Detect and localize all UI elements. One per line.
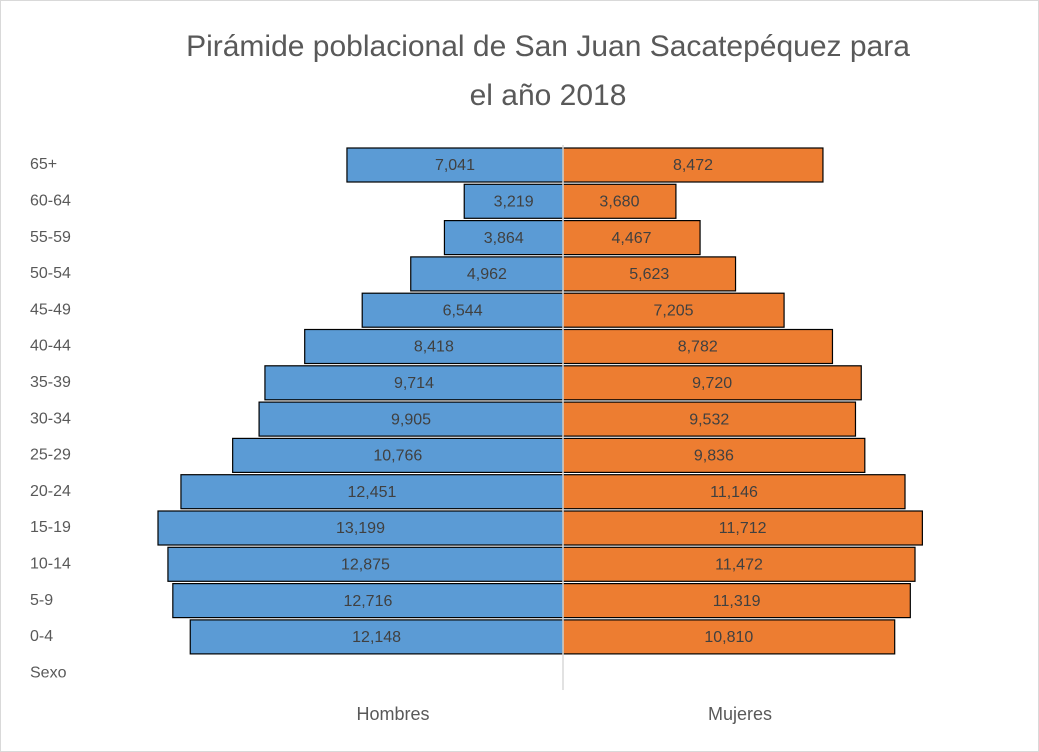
data-label: 9,720 <box>692 375 732 392</box>
y-tick-label: 45-49 <box>30 301 71 318</box>
data-label: 11,319 <box>713 593 761 610</box>
data-label: 9,905 <box>391 411 431 428</box>
data-label: 10,766 <box>373 448 422 465</box>
bar <box>410 256 564 292</box>
bar <box>562 619 896 655</box>
y-tick-label: 25-29 <box>30 447 71 464</box>
data-label: 3,219 <box>494 194 534 211</box>
y-tick-label: 15-19 <box>30 519 71 536</box>
data-label: 4,467 <box>612 230 652 247</box>
bar <box>562 328 834 365</box>
bar <box>180 474 564 510</box>
data-label: 8,418 <box>414 339 454 356</box>
data-label: 8,782 <box>678 339 718 356</box>
data-label: 7,041 <box>435 157 475 174</box>
data-label: 10,810 <box>704 629 753 646</box>
data-label: 12,451 <box>348 484 397 501</box>
bar <box>189 619 564 655</box>
bar <box>258 401 564 437</box>
data-label: 12,148 <box>352 629 401 646</box>
bar <box>562 365 862 401</box>
data-label: 3,680 <box>599 194 639 211</box>
data-label: 9,836 <box>694 448 734 465</box>
bar <box>232 437 564 473</box>
y-tick-label: 50-54 <box>30 265 71 282</box>
data-label: 11,712 <box>719 520 767 537</box>
bar <box>264 365 564 401</box>
chart-title: el año 2018 <box>470 79 627 112</box>
data-label: 8,472 <box>673 157 713 174</box>
data-label: 11,472 <box>715 557 763 574</box>
y-tick-label: 10-14 <box>30 556 71 573</box>
bar <box>443 220 564 256</box>
y-tick-label: 30-34 <box>30 410 71 427</box>
data-label: 12,716 <box>343 593 392 610</box>
y-tick-label: 0-4 <box>30 628 53 645</box>
bar <box>346 147 564 183</box>
bar <box>562 183 677 219</box>
series-label: Hombres <box>356 704 429 724</box>
y-tick-label: 40-44 <box>30 338 71 355</box>
bar <box>562 582 911 619</box>
bar <box>562 546 916 582</box>
data-label: 12,875 <box>341 557 390 574</box>
y-tick-label: 55-59 <box>30 229 71 246</box>
bar <box>562 292 785 328</box>
bar <box>304 328 564 365</box>
y-tick-label: 35-39 <box>30 374 71 391</box>
data-label: 4,962 <box>467 266 507 283</box>
bar <box>562 474 906 510</box>
data-label: 13,199 <box>336 520 385 537</box>
data-label: 11,146 <box>710 484 758 501</box>
bar <box>157 510 564 546</box>
data-label: 3,864 <box>484 230 524 247</box>
y-tick-label: 5-9 <box>30 592 53 609</box>
bar <box>562 147 824 183</box>
data-label: 9,714 <box>394 375 434 392</box>
bar <box>361 292 564 328</box>
data-label: 6,544 <box>443 302 483 319</box>
series-label: Mujeres <box>708 704 772 724</box>
bar <box>562 510 923 546</box>
y-tick-label: 60-64 <box>30 193 71 210</box>
y-tick-label: 20-24 <box>30 483 71 500</box>
data-label: 9,532 <box>689 411 729 428</box>
data-label: 7,205 <box>654 302 694 319</box>
chart-title: Pirámide poblacional de San Juan Sacatep… <box>186 30 910 63</box>
y-tick-label: Sexo <box>30 664 67 681</box>
data-label: 5,623 <box>629 266 669 283</box>
bar <box>562 437 866 473</box>
bar <box>562 220 701 256</box>
y-tick-label: 65+ <box>30 156 57 173</box>
